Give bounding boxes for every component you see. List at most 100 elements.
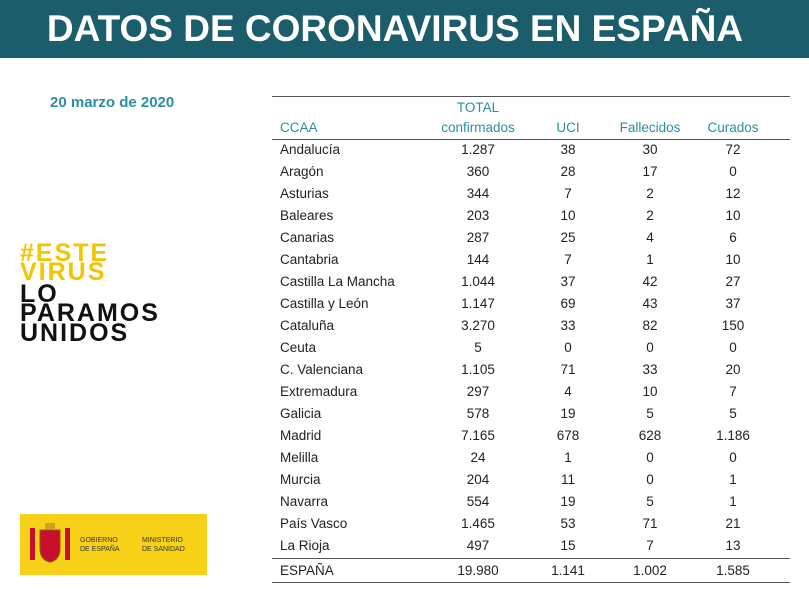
cell-value: 2: [646, 208, 654, 223]
region-name: Asturias: [280, 186, 329, 201]
cell-value: 5: [729, 406, 737, 421]
cell-value: 5: [646, 494, 654, 509]
cell-value: 0: [646, 450, 654, 465]
cell-value: 4: [564, 384, 572, 399]
cell-value: 33: [642, 362, 658, 377]
total-value: 1.002: [633, 563, 667, 578]
cell-value: 3.270: [461, 318, 495, 333]
cell-value: 20: [725, 362, 741, 377]
region-name: Castilla La Mancha: [280, 274, 395, 289]
cell-value: 144: [466, 252, 490, 267]
cell-value: 72: [725, 142, 741, 157]
cell-value: 678: [556, 428, 580, 443]
slogan-line: LO: [20, 280, 59, 308]
cell-value: 0: [729, 450, 737, 465]
slogan-line: #ESTE: [20, 239, 110, 267]
header-bar: [0, 0, 809, 58]
logo-text: GOBIERNO: [80, 537, 118, 544]
cell-value: 7: [564, 252, 572, 267]
cell-value: 24: [470, 450, 486, 465]
column-header: CCAA: [280, 120, 318, 135]
total-value: 1.141: [551, 563, 585, 578]
region-name: Melilla: [280, 450, 319, 465]
cell-value: 10: [725, 252, 741, 267]
logo-text: MINISTERIO: [142, 537, 183, 544]
cell-value: 43: [642, 296, 658, 311]
cell-value: 5: [474, 340, 482, 355]
region-name: Andalucía: [280, 142, 341, 157]
cell-value: 28: [560, 164, 576, 179]
region-name: Galicia: [280, 406, 322, 421]
cell-value: 0: [646, 472, 654, 487]
cell-value: 82: [642, 318, 658, 333]
cell-value: 344: [466, 186, 490, 201]
region-name: C. Valenciana: [280, 362, 364, 377]
cell-value: 19: [560, 406, 576, 421]
cell-value: 33: [560, 318, 576, 333]
cell-value: 7: [564, 186, 572, 201]
cell-value: 11: [560, 472, 575, 487]
cell-value: 287: [466, 230, 490, 245]
cell-value: 19: [560, 494, 576, 509]
cell-value: 2: [646, 186, 654, 201]
cell-value: 25: [560, 230, 576, 245]
cell-value: 10: [642, 384, 658, 399]
slogan-line: UNIDOS: [20, 319, 130, 347]
region-name: Castilla y León: [280, 296, 369, 311]
total-value: 19.980: [457, 563, 499, 578]
cell-value: 13: [725, 538, 741, 553]
cell-value: 4: [646, 230, 654, 245]
slogan-line: PARAMOS: [20, 299, 160, 327]
cell-value: 0: [729, 164, 737, 179]
rule: [272, 139, 790, 140]
cell-value: 1: [646, 252, 654, 267]
region-name: La Rioja: [280, 538, 330, 553]
total-value: 1.585: [716, 563, 750, 578]
cell-value: 1.465: [461, 516, 495, 531]
cell-value: 10: [725, 208, 741, 223]
region-name: Madrid: [280, 428, 322, 443]
cell-value: 10: [560, 208, 576, 223]
cell-value: 17: [642, 164, 658, 179]
cell-value: 203: [466, 208, 490, 223]
cell-value: 1.287: [461, 142, 495, 157]
cell-value: 15: [560, 538, 576, 553]
column-header: Fallecidos: [619, 120, 681, 135]
cell-value: 1: [729, 472, 737, 487]
title: DATOS DE CORONAVIRUS EN ESPAÑA: [46, 8, 744, 49]
column-header: Curados: [707, 120, 759, 135]
cell-value: 0: [729, 340, 737, 355]
total-label: ESPAÑA: [280, 563, 334, 578]
cell-value: 1.044: [461, 274, 495, 289]
column-header: confirmados: [441, 120, 515, 135]
cell-value: 628: [638, 428, 662, 443]
cell-value: 71: [560, 362, 576, 377]
cell-value: 204: [466, 472, 490, 487]
cell-value: 578: [466, 406, 490, 421]
cell-value: 71: [642, 516, 658, 531]
cell-value: 30: [642, 142, 658, 157]
cell-value: 7: [729, 384, 737, 399]
cell-value: 1: [564, 450, 572, 465]
region-name: Baleares: [280, 208, 334, 223]
cell-value: 554: [466, 494, 490, 509]
cell-value: 5: [646, 406, 654, 421]
cell-value: 69: [560, 296, 576, 311]
logo-text: DE SANIDAD: [142, 546, 185, 553]
cell-value: 38: [560, 142, 576, 157]
cell-value: 37: [725, 296, 741, 311]
cell-value: 7: [646, 538, 654, 553]
cell-value: 1.105: [461, 362, 495, 377]
cell-value: 0: [564, 340, 572, 355]
rule: [272, 582, 790, 583]
column-header: TOTAL: [456, 100, 500, 115]
region-name: Canarias: [280, 230, 335, 245]
cell-value: 497: [466, 538, 490, 553]
cell-value: 21: [725, 516, 741, 531]
cell-value: 7.165: [461, 428, 495, 443]
cell-value: 0: [646, 340, 654, 355]
column-header: UCI: [556, 120, 580, 135]
region-name: Navarra: [280, 494, 329, 509]
logo-text: DE ESPAÑA: [80, 546, 120, 553]
